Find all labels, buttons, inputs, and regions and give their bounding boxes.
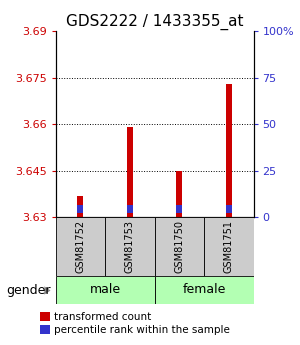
Text: GSM81751: GSM81751 [224, 220, 234, 273]
Bar [226, 84, 232, 217]
Text: male: male [89, 283, 121, 296]
Bar [154, 276, 254, 304]
Bar [56, 276, 154, 304]
Bar [77, 205, 83, 213]
Bar [127, 127, 133, 217]
Bar [127, 205, 133, 213]
Polygon shape [44, 286, 50, 295]
Bar [56, 217, 105, 276]
Text: GSM81750: GSM81750 [174, 220, 184, 273]
Bar [105, 217, 154, 276]
Text: female: female [182, 283, 226, 296]
Bar [204, 217, 254, 276]
Legend: transformed count, percentile rank within the sample: transformed count, percentile rank withi… [40, 312, 230, 335]
Text: GSM81753: GSM81753 [125, 220, 135, 273]
Text: GSM81752: GSM81752 [75, 220, 85, 273]
Text: gender: gender [6, 284, 50, 297]
Bar [77, 196, 83, 217]
Bar [176, 171, 182, 217]
Title: GDS2222 / 1433355_at: GDS2222 / 1433355_at [66, 13, 243, 30]
Bar [154, 217, 204, 276]
Bar [176, 205, 182, 213]
Bar [226, 205, 232, 213]
